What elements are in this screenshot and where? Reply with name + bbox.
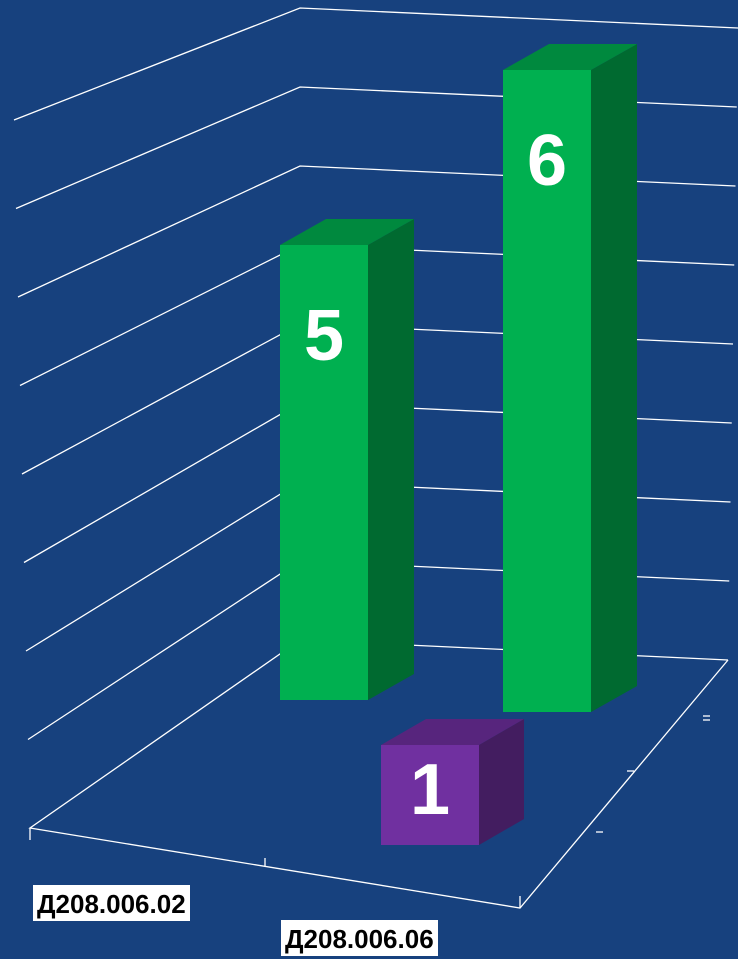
bar-top xyxy=(280,219,414,245)
bar xyxy=(381,719,524,845)
gridline xyxy=(13,7,738,121)
x-tick-label-1: Д208.006.06 xyxy=(281,920,438,956)
bars xyxy=(280,44,637,845)
floor-outline xyxy=(28,639,729,909)
bar-side xyxy=(591,44,637,712)
bar-side xyxy=(368,219,414,700)
bar-front xyxy=(381,745,479,845)
bar-side xyxy=(479,719,524,845)
data-labels: 5 6 1 xyxy=(304,121,567,830)
data-label: 1 xyxy=(410,750,450,830)
bar xyxy=(503,44,637,712)
bar-top xyxy=(503,44,637,70)
bar-front xyxy=(280,245,368,700)
bar-front xyxy=(503,70,591,712)
bar-top xyxy=(381,719,524,745)
data-label: 5 xyxy=(304,296,344,376)
x-tick-label-0: Д208.006.02 xyxy=(33,885,190,921)
data-label: 6 xyxy=(527,121,567,201)
bar xyxy=(280,219,414,700)
